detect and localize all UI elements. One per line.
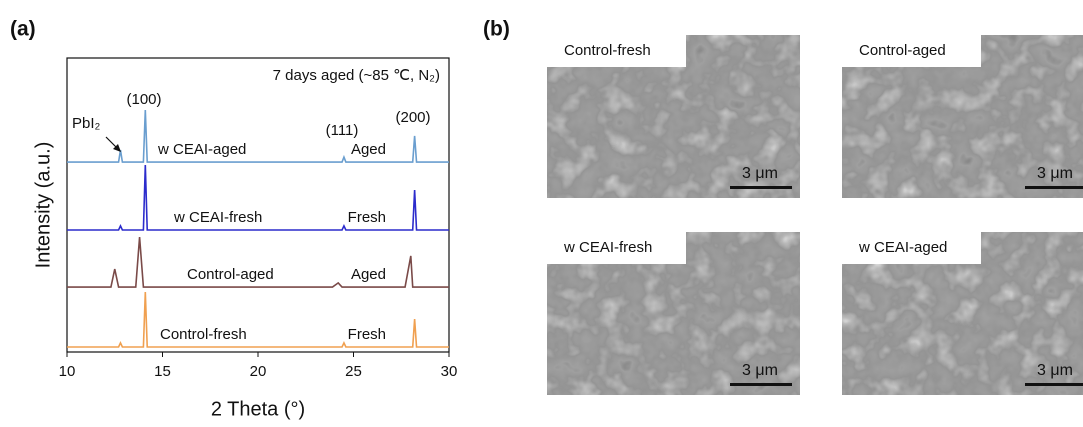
trace-status: Fresh [348,209,386,226]
x-tick-label: 20 [250,363,267,380]
sem-image: Control-aged 3 μm [842,35,1083,198]
x-tick-label: 25 [345,363,362,380]
scale-bar [730,383,792,386]
trace-status: Aged [351,266,386,283]
y-axis-title: Intensity (a.u.) [32,142,54,269]
peak-label: PbI₂ [72,115,101,132]
x-axis-title: 2 Theta (°) [211,398,305,420]
scale-bar [1025,383,1083,386]
peak-label: (200) [395,109,430,126]
sem-label: Control-fresh [564,42,651,59]
plot-frame [67,58,449,352]
scale-bar [1025,186,1083,189]
scale-bar-label: 3 μm [1037,165,1073,182]
trace-label: Control-fresh [160,326,247,343]
sem-image: Control-fresh 3 μm [547,35,800,198]
x-tick-label: 10 [59,363,76,380]
scale-bar-label: 3 μm [742,362,778,379]
panel-label: (b) [483,18,510,41]
trace-label: w CEAI-fresh [173,209,262,226]
scale-bar-label: 3 μm [742,165,778,182]
scale-bar [730,186,792,189]
trace-status: Aged [351,141,386,158]
xrd-trace [67,292,449,347]
sem-label: w CEAI-aged [858,239,947,256]
trace-label: w CEAI-aged [157,141,246,158]
subtitle: 7 days aged (~85 ℃, N₂) [273,67,440,84]
peak-label: (111) [326,122,359,139]
page: (a) (b) 10 15 20 25 30 2 Theta (°) Intensity (… [0,0,1083,427]
peak-label: (100) [126,91,161,108]
xrd-trace [67,110,449,162]
trace-status: Fresh [348,326,386,343]
panel-label: (a) [10,18,36,41]
trace-label: Control-aged [187,266,274,283]
figure: (a) (b) 10 15 20 25 30 2 Theta (°) Intensity (… [0,0,1083,427]
sem-label: Control-aged [859,42,946,59]
scale-bar-label: 3 μm [1037,362,1073,379]
x-tick-label: 30 [441,363,458,380]
sem-image: w CEAI-aged 3 μm [842,232,1083,395]
sem-label: w CEAI-fresh [563,239,652,256]
x-tick-label: 15 [154,363,171,380]
sem-image: w CEAI-fresh 3 μm [547,232,800,395]
